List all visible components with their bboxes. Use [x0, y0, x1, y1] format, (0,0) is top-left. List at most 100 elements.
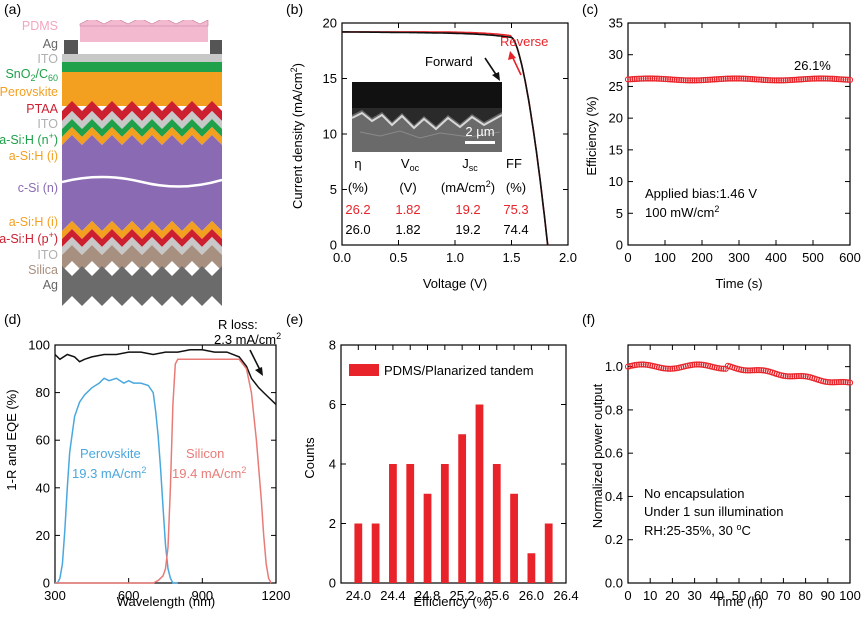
- efficiency-point: [629, 76, 636, 83]
- layer-label-perovskite: Perovskite: [0, 85, 58, 99]
- power-point: [642, 361, 649, 368]
- efficiency-point: [647, 75, 654, 82]
- reverse-arrow-head: [508, 51, 516, 60]
- table-cell-jsc-reverse: 19.2: [455, 202, 480, 217]
- power-point: [791, 373, 798, 380]
- histogram-bar: [458, 434, 467, 583]
- x-tick-label: 400: [765, 250, 787, 265]
- f-ylabel: Normalized power output: [590, 383, 605, 528]
- efficiency-point: [649, 75, 656, 82]
- efficiency-point: [815, 75, 823, 82]
- efficiency-point: [671, 76, 678, 83]
- power-point: [846, 379, 854, 386]
- r-loss-arrow-head: [255, 367, 263, 376]
- efficiency-point: [844, 76, 851, 83]
- power-point: [715, 365, 723, 372]
- efficiency-point: [822, 75, 829, 82]
- power-point: [747, 367, 754, 374]
- efficiency-point: [835, 76, 843, 83]
- efficiency-point: [713, 76, 720, 83]
- efficiency-point: [762, 76, 769, 84]
- histogram-bar: [423, 493, 432, 583]
- power-point: [638, 361, 645, 368]
- power-point: [784, 373, 791, 380]
- table-cell-voc-forward: 1.82: [395, 222, 420, 237]
- efficiency-point: [793, 76, 800, 83]
- histogram-bar: [406, 464, 415, 583]
- efficiency-point: [804, 75, 811, 83]
- table-unit-voc: (V): [399, 180, 416, 195]
- c-note-irradiance: 100 mW/cm2: [645, 204, 719, 220]
- y-tick-label: 0.4: [605, 489, 623, 504]
- y-tick-label: 4: [329, 457, 336, 472]
- efficiency-point: [709, 76, 716, 83]
- eqe-curve-1-r: [54, 349, 277, 406]
- efficiency-point: [744, 75, 751, 82]
- x-tick-label: 25.2: [449, 588, 474, 603]
- perovskite-jsc: 19.3 mA/cm2: [72, 465, 146, 481]
- x-tick-label: 24.0: [346, 588, 371, 603]
- efficiency-point: [731, 75, 738, 82]
- y-tick-label: 80: [36, 385, 50, 400]
- y-tick-label: 10: [323, 127, 337, 142]
- reverse-arrow: [511, 55, 522, 76]
- efficiency-point: [655, 75, 663, 82]
- power-point: [660, 365, 667, 372]
- table-unit-ff: (%): [506, 180, 526, 195]
- y-tick-label: 20: [609, 111, 623, 126]
- forward-arrow: [484, 57, 498, 77]
- efficiency-point: [651, 75, 658, 82]
- eqe-curve-silicon: [55, 358, 272, 584]
- power-point: [633, 361, 640, 368]
- efficiency-point: [669, 76, 676, 83]
- y-tick-label: 0.8: [605, 402, 623, 417]
- efficiency-point: [653, 75, 660, 82]
- y-tick-label: 20: [323, 16, 337, 31]
- efficiency-point: [786, 76, 794, 84]
- y-tick-label: 15: [323, 71, 337, 86]
- ito-bottom-layer: [62, 237, 222, 255]
- x-tick-label: 1.0: [446, 250, 464, 265]
- y-tick-label: 30: [609, 47, 623, 62]
- csi-wave: [62, 175, 222, 188]
- power-point: [744, 367, 751, 374]
- power-point: [662, 365, 669, 372]
- power-point: [780, 372, 787, 379]
- y-tick-label: 6: [329, 397, 336, 412]
- layer-label-asi-p: a-Si:H (p+): [0, 230, 58, 246]
- table-header-jsc: Jsc: [462, 156, 478, 173]
- power-point: [835, 378, 843, 386]
- efficiency-point: [695, 77, 703, 84]
- x-tick-label: 50: [732, 588, 746, 603]
- ag-contact-left: [64, 40, 78, 56]
- y-tick-label: 0: [329, 576, 336, 591]
- power-point: [667, 365, 674, 372]
- efficiency-point: [749, 76, 756, 83]
- layer-label-silica: Silica: [28, 263, 58, 277]
- efficiency-point: [631, 75, 638, 83]
- x-tick-label: 1.5: [502, 250, 520, 265]
- y-tick-label: 2: [329, 516, 336, 531]
- y-tick-label: 5: [616, 206, 623, 221]
- power-point: [751, 367, 758, 374]
- power-point: [798, 372, 805, 380]
- efficiency-point: [642, 75, 649, 82]
- power-point: [760, 367, 767, 374]
- efficiency-points: [624, 75, 854, 84]
- efficiency-point: [771, 77, 778, 84]
- x-tick-label: 0.5: [389, 250, 407, 265]
- y-tick-label: 1.0: [605, 359, 623, 374]
- panel-label-c: (c): [582, 1, 598, 17]
- efficiency-point: [738, 75, 745, 82]
- layer-label-pdms: PDMS: [22, 19, 58, 33]
- x-tick-label: 1200: [262, 588, 291, 603]
- panel-label-f: (f): [582, 311, 595, 327]
- efficiency-point: [673, 76, 680, 83]
- legend-label: PDMS/Planarized tandem: [384, 363, 534, 378]
- eqe-axes: 300 600 900 1200 0 20 40 60 80 100: [28, 338, 290, 604]
- asi-p-layer: [62, 229, 222, 247]
- panel-d: (d) 300 600 900 1200 0 20 40 60 80 100 1-R and EQ…: [4, 311, 290, 609]
- scale-bar-label: 2 µm: [465, 124, 494, 139]
- efficiency-point: [675, 76, 683, 84]
